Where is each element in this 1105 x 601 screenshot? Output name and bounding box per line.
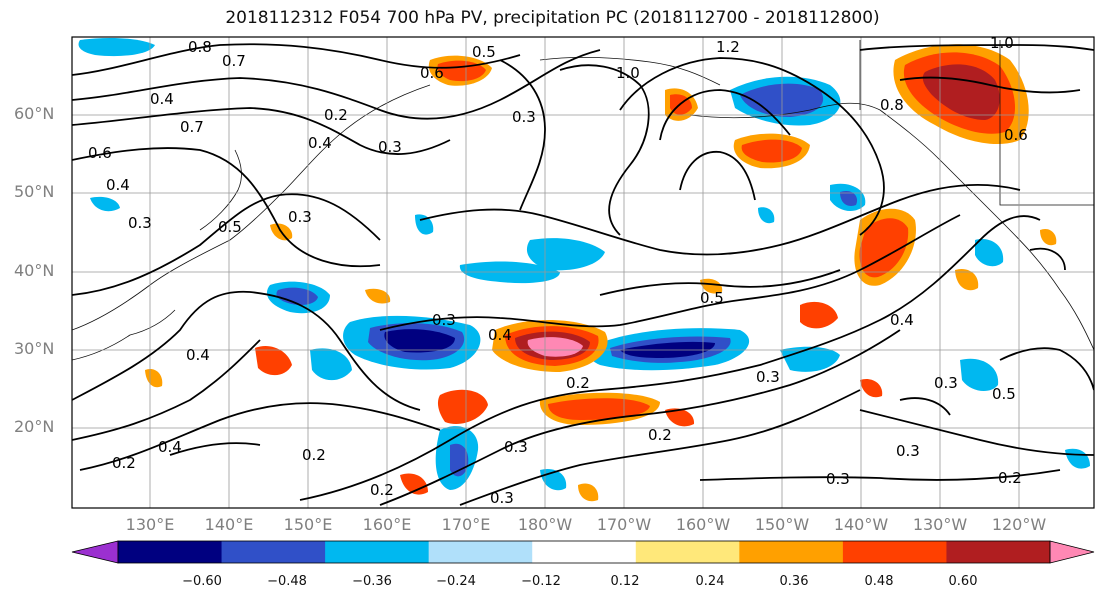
contour-label: 1.2 (716, 38, 740, 56)
contour-label: 0.3 (432, 311, 456, 329)
contour-label: 0.3 (756, 368, 780, 386)
lat-label: 20°N (14, 417, 55, 436)
colorbar-tick-label: 0.36 (779, 574, 809, 589)
contour-label: 0.4 (308, 134, 332, 152)
colorbar-cell (635, 541, 740, 563)
contour-label: 0.2 (112, 454, 136, 472)
lat-label: 50°N (14, 182, 55, 201)
colorbar-cell (739, 541, 844, 563)
lon-label: 140°W (833, 515, 889, 534)
contour-label: 0.3 (490, 489, 514, 507)
colorbar-tick-label: −0.60 (182, 574, 222, 589)
lon-label: 140°E (204, 515, 254, 534)
lat-label: 30°N (14, 339, 55, 358)
contour-label: 0.2 (648, 426, 672, 444)
contour-label: 0.6 (88, 144, 112, 162)
contour-label: 0.4 (150, 90, 174, 108)
contour-labels: 0.8 0.7 0.5 0.6 1.2 1.0 0.4 0.7 0.2 0.4 … (88, 34, 1028, 507)
colorbar-tick-label: 0.60 (948, 574, 978, 589)
lon-label: 160°W (675, 515, 731, 534)
lat-label: 40°N (14, 261, 55, 280)
contour-label: 0.4 (106, 176, 130, 194)
contour-label: 0.3 (378, 138, 402, 156)
colorbar-cell (221, 541, 326, 563)
contour-label: 0.5 (992, 385, 1016, 403)
contour-label: 0.3 (504, 438, 528, 456)
graticule (72, 37, 1094, 508)
colorbar-tick-label: −0.36 (352, 574, 392, 589)
lon-label: 130°W (912, 515, 968, 534)
coastlines (72, 40, 1094, 361)
contour-label: 0.2 (302, 446, 326, 464)
colorbar-cell (946, 541, 1051, 563)
lon-label: 160°E (362, 515, 412, 534)
colorbar-tick-label: −0.48 (267, 574, 307, 589)
lon-label: 120°W (991, 515, 1047, 534)
contour-label: 0.6 (420, 64, 444, 82)
contour-label: 0.6 (1004, 126, 1028, 144)
lon-label: 170°E (441, 515, 491, 534)
lon-label: 150°W (754, 515, 810, 534)
colorbar-tick-label: 0.12 (610, 574, 640, 589)
contour-label: 0.4 (890, 311, 914, 329)
contour-label: 0.3 (934, 374, 958, 392)
map-title: 2018112312 F054 700 hPa PV, precipitatio… (225, 8, 880, 28)
colorbar-cell (118, 541, 223, 563)
colorbar-extend-min (71, 540, 119, 564)
contour-label: 0.8 (880, 96, 904, 114)
lon-label: 170°W (596, 515, 652, 534)
contour-label: 1.0 (616, 64, 640, 82)
colorbar-tick-label: 0.48 (864, 574, 894, 589)
lon-label: 150°E (283, 515, 333, 534)
contour-label: 0.5 (700, 289, 724, 307)
pv-contours (72, 43, 1094, 506)
colorbar-cell (325, 541, 430, 563)
colorbar-extend-max (1049, 540, 1095, 564)
lon-label: 130°E (125, 515, 175, 534)
precipitation-shading (78, 37, 1090, 502)
contour-label: 0.2 (324, 106, 348, 124)
contour-label: 0.2 (370, 481, 394, 499)
contour-label: 1.0 (990, 34, 1014, 52)
contour-label: 0.4 (158, 438, 182, 456)
contour-label: 0.3 (288, 208, 312, 226)
colorbar-tick-label: −0.24 (436, 574, 476, 589)
contour-label: 0.8 (188, 38, 212, 56)
map-frame (71, 36, 1095, 509)
lat-label: 60°N (14, 104, 55, 123)
contour-label: 0.7 (222, 52, 246, 70)
contour-label: 0.5 (472, 43, 496, 61)
contour-label: 0.2 (566, 374, 590, 392)
contour-label: 0.3 (826, 470, 850, 488)
contour-label: 0.4 (488, 326, 512, 344)
colorbar-frame (117, 540, 1051, 564)
contour-label: 0.3 (512, 108, 536, 126)
colorbar-cell (428, 541, 533, 563)
colorbar-tick-label: 0.24 (695, 574, 725, 589)
contour-label: 0.3 (896, 442, 920, 460)
contour-label: 0.5 (218, 218, 242, 236)
contour-label: 0.2 (998, 469, 1022, 487)
colorbar-tick-label: −0.12 (521, 574, 561, 589)
contour-label: 0.7 (180, 118, 204, 136)
lon-label: 180°W (517, 515, 573, 534)
colorbar-cell (842, 541, 947, 563)
colorbar-cell (532, 541, 637, 563)
contour-label: 0.4 (186, 346, 210, 364)
contour-label: 0.3 (128, 214, 152, 232)
